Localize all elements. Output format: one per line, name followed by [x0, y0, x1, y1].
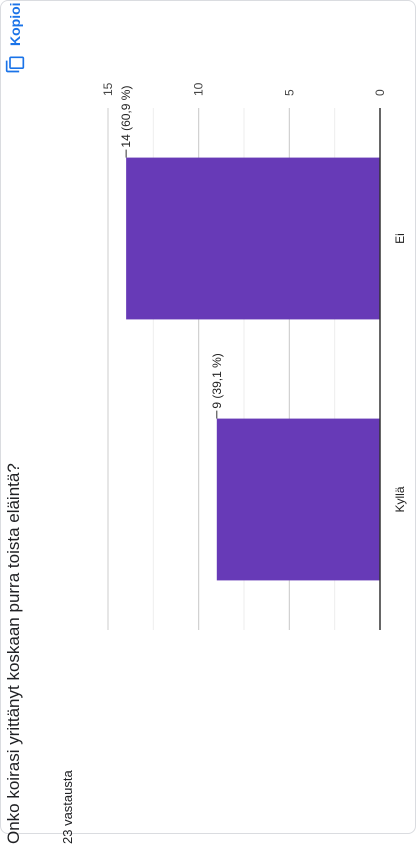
data-label: 14 (60,9 %) [119, 86, 133, 148]
bar-1 [126, 157, 380, 320]
y-tick-label: 0 [373, 89, 387, 96]
data-label: 9 (39,1 %) [210, 353, 224, 408]
bar-0 [216, 418, 380, 581]
category-label: Kyllä [393, 486, 407, 512]
copy-icon [5, 54, 25, 74]
y-tick-label: 10 [192, 82, 206, 96]
y-tick-label: 5 [282, 89, 296, 96]
category-label: Ei [393, 233, 407, 244]
copy-chart-button[interactable]: Kopioi [5, 2, 25, 74]
y-tick-label: 15 [101, 82, 115, 96]
